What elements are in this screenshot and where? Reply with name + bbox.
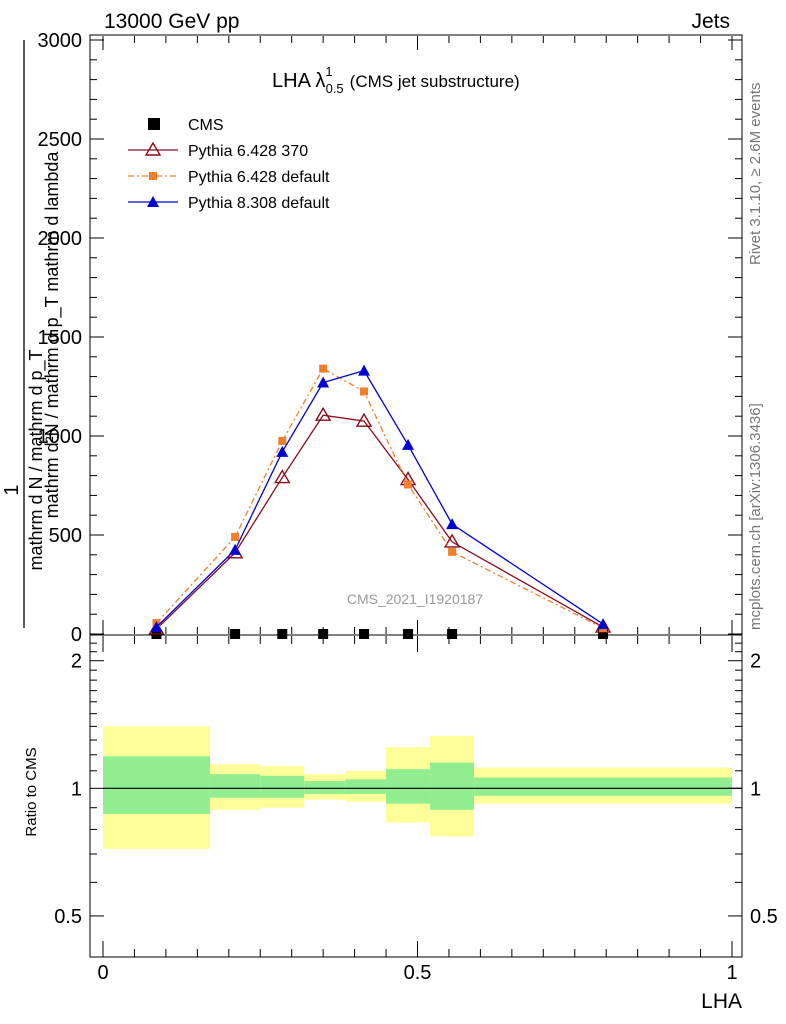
ratio-y-tick-label: 1 (71, 778, 82, 800)
ratio-x-axis: 0 0.5 1 (97, 636, 738, 984)
svg-text:LHA λ10.5(CMS jet substructure: LHA λ1 0.5 (CMS jet substructure) (272, 64, 520, 96)
data-point (231, 532, 240, 541)
ratio-y-tick-label: 2 (71, 651, 82, 673)
ratio-y-tick-label: 0.5 (54, 906, 82, 928)
ratio-y-tick-label-right: 0.5 (750, 906, 778, 928)
legend-label: Pythia 6.428 370 (188, 143, 308, 160)
analysis-watermark: CMS_2021_I1920187 (347, 591, 483, 607)
data-point (317, 376, 330, 388)
data-point (150, 621, 163, 633)
data-point (318, 629, 329, 639)
data-point (319, 364, 328, 373)
data-point (358, 364, 371, 376)
data-point (229, 543, 242, 555)
legend-label: CMS (188, 117, 224, 134)
ratio-inner-band (474, 777, 732, 796)
series-line (156, 369, 604, 628)
ratio-inner-band (103, 756, 210, 814)
main-y-axis: 0 500 1000 1500 2000 2500 3000 (38, 30, 742, 646)
header-right: Jets (691, 10, 730, 33)
series-line (156, 414, 604, 630)
ratio-inner-band (386, 769, 431, 804)
x-tick-label: 1 (726, 962, 737, 984)
ratio-bands (103, 726, 742, 849)
data-point (276, 445, 289, 457)
legend-marker (148, 118, 160, 130)
data-point (448, 547, 457, 556)
rivet-version-text: Rivet 3.1.10, ≥ 2.6M events (747, 83, 764, 266)
legend: CMS Pythia 6.428 370 Pythia 6.428 default P… (128, 117, 330, 212)
mcplots-credit-text: mcplots.cern.ch [arXiv:1306.3436] (747, 403, 764, 630)
legend-marker (147, 196, 159, 207)
series-0 (151, 629, 609, 639)
legend-item: Pythia 8.308 default (128, 195, 330, 212)
ratio-inner-band (345, 779, 387, 794)
data-point (404, 480, 413, 489)
ratio-inner-band (209, 774, 261, 798)
ratio-inner-band (430, 762, 475, 810)
ratio-inner-band (260, 775, 305, 798)
series-line (155, 367, 604, 629)
data-point (403, 629, 414, 639)
data-point (402, 438, 415, 450)
legend-label: Pythia 6.428 default (188, 169, 330, 186)
ratio-plot-frame (89, 634, 743, 958)
data-point (274, 469, 291, 484)
series-3 (150, 364, 610, 633)
legend-item: Pythia 6.428 370 (128, 141, 308, 160)
data-point (314, 406, 332, 421)
ratio-y-label: Ratio to CMS (23, 747, 40, 836)
legend-item: Pythia 6.428 default (128, 169, 330, 186)
data-point (355, 412, 373, 427)
data-point (277, 629, 288, 639)
header-left: 13000 GeV pp (104, 10, 239, 33)
data-point (360, 387, 369, 396)
x-axis-label: LHA (701, 990, 742, 1013)
main-y-tick-label: 1500 (38, 327, 83, 349)
ratio-y-tick-label-right: 1 (750, 778, 761, 800)
data-point (597, 618, 610, 630)
legend-marker (144, 141, 162, 156)
data-point (278, 436, 287, 445)
data-point (443, 533, 461, 548)
y-label-right: mathrm d²N / mathrm d p_T mathrm d lambd… (42, 151, 63, 519)
ratio-y-tick-label-right: 2 (750, 651, 761, 673)
legend-marker (149, 172, 157, 180)
legend-item: CMS (148, 117, 224, 134)
ratio-y-axis: 0.5 0.5 1 1 2 2 (54, 642, 778, 928)
x-tick-label: 0 (97, 962, 108, 984)
data-point (446, 518, 459, 530)
main-y-tick-label: 1000 (38, 426, 83, 448)
plot-title: LHA λ1 0.5 (CMS jet substructure) (272, 64, 520, 96)
data-point (359, 629, 370, 639)
series-layer (148, 364, 612, 639)
main-x-axis (102, 36, 733, 634)
x-tick-label: 0.5 (404, 962, 432, 984)
main-y-tick-label: 500 (49, 525, 82, 547)
main-y-tick-label: 2000 (38, 228, 83, 250)
data-point (230, 629, 241, 639)
ratio-inner-band (304, 781, 346, 794)
data-point (447, 629, 458, 639)
main-y-tick-label: 3000 (38, 30, 83, 52)
main-y-tick-label: 2500 (38, 129, 83, 151)
legend-label: Pythia 8.308 default (188, 195, 330, 212)
y-label-denominator: mathrm d N / mathrm d p_T (26, 349, 47, 570)
y-label-numerator: 1 (1, 484, 23, 495)
main-y-tick-label: 0 (71, 624, 82, 646)
data-point (598, 629, 609, 639)
